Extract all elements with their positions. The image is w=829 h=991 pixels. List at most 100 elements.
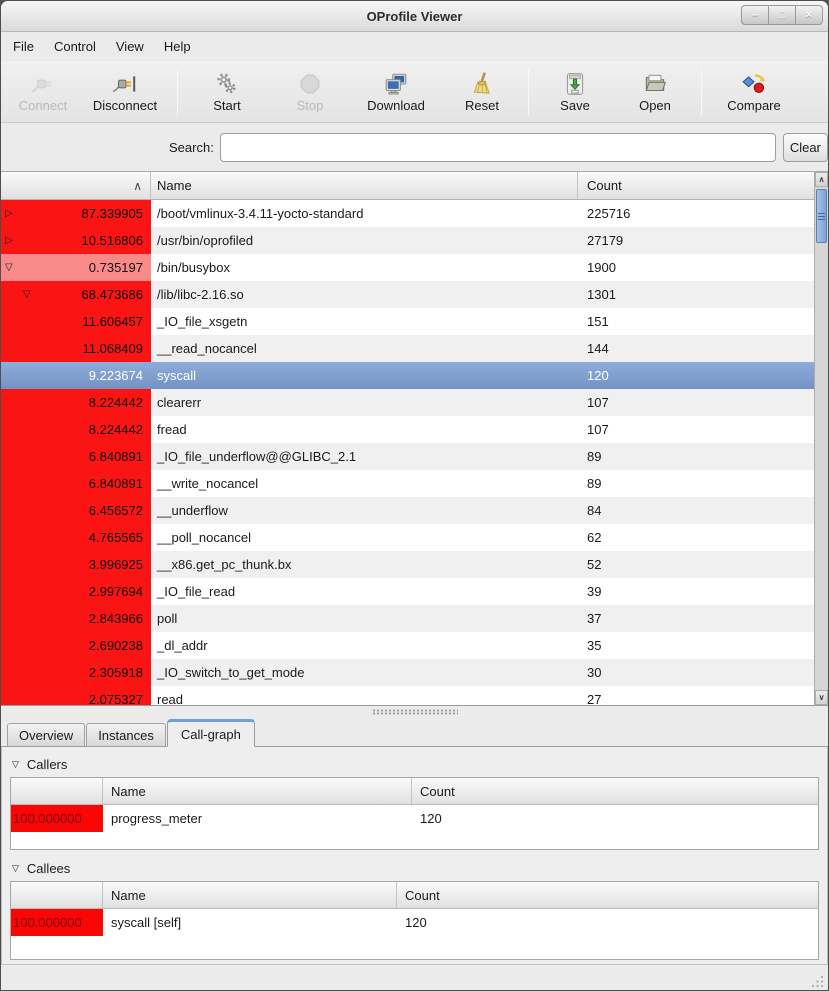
tab-instances[interactable]: Instances	[86, 723, 166, 746]
pane-splitter[interactable]	[1, 706, 828, 718]
table-row[interactable]: 2.690238 _dl_addr 35	[1, 632, 814, 659]
percent-cell: ▷ 10.516806	[1, 227, 151, 254]
minimize-button[interactable]: –	[741, 5, 769, 25]
name-cell: clearerr	[151, 389, 578, 416]
percent-cell: 4.765565	[1, 524, 151, 551]
count-cell: 62	[578, 524, 814, 551]
table-row[interactable]: 2.075327 read 27	[1, 686, 814, 705]
callers-expander[interactable]: ▽ Callers	[2, 754, 827, 775]
scrollbar-thumb[interactable]	[816, 189, 827, 243]
callees-row[interactable]: 100.000000 syscall [self] 120	[11, 909, 818, 936]
menu-control[interactable]: Control	[53, 39, 96, 54]
percent-value: 2.690238	[88, 638, 143, 653]
reset-broom-icon	[469, 71, 495, 97]
count-cell: 89	[578, 443, 814, 470]
count-cell: 27179	[578, 227, 814, 254]
scroll-up-icon[interactable]: ∧	[815, 172, 828, 187]
column-header-name[interactable]: Name	[151, 172, 578, 199]
window-controls: – □ ×	[741, 5, 823, 25]
column-header-count[interactable]: Count	[587, 178, 622, 193]
expander-collapsed-icon[interactable]: ▷	[5, 207, 13, 219]
menu-file[interactable]: File	[13, 39, 34, 54]
name-cell: read	[151, 686, 578, 705]
toolbar-disconnect-button[interactable]: Disconnect	[79, 63, 171, 121]
percent-cell: 2.843966	[1, 605, 151, 632]
table-row[interactable]: ▽ 68.473686/lib/libc-2.16.so 1301	[1, 281, 814, 308]
tab-call-graph[interactable]: Call-graph	[166, 719, 255, 747]
table-row[interactable]: 2.997694 _IO_file_read 39	[1, 578, 814, 605]
toolbar-button-label: Open	[639, 97, 671, 113]
percent-cell: 6.456572	[1, 497, 151, 524]
menu-help[interactable]: Help	[163, 39, 191, 54]
count-cell: 120	[578, 362, 814, 389]
table-row[interactable]: ▽ 0.735197/bin/busybox 1900	[1, 254, 814, 281]
callers-row[interactable]: 100.000000 progress_meter 120	[11, 805, 818, 832]
tab-overview[interactable]: Overview	[7, 723, 86, 746]
table-row[interactable]: 6.456572 __underflow 84	[1, 497, 814, 524]
toolbar-download-button[interactable]: Download	[350, 63, 442, 121]
table-row[interactable]: 11.068409 __read_nocancel 144	[1, 335, 814, 362]
scroll-down-icon[interactable]: ∨	[815, 690, 828, 705]
percent-cell: 2.075327	[1, 686, 151, 705]
toolbar-open-button[interactable]: Open	[615, 63, 695, 121]
table-row[interactable]: 8.224442 clearerr 107	[1, 389, 814, 416]
table-row[interactable]: 11.606457 _IO_file_xsgetn 151	[1, 308, 814, 335]
table-row[interactable]: 2.843966 poll 37	[1, 605, 814, 632]
name-cell: syscall [self]	[111, 915, 182, 930]
percent-value: 6.456572	[88, 503, 143, 518]
table-row[interactable]: 2.305918 _IO_switch_to_get_mode 30	[1, 659, 814, 686]
callees-title: Callees	[26, 861, 71, 876]
percent-cell: 100.000000	[11, 805, 103, 832]
percent-value: 11.606457	[82, 314, 144, 329]
count-cell: 30	[578, 659, 814, 686]
callers-column-percent[interactable]	[11, 778, 103, 804]
toolbar-compare-button[interactable]: Compare	[708, 63, 800, 121]
toolbar-reset-button[interactable]: Reset	[442, 63, 522, 121]
name-cell: progress_meter	[111, 811, 203, 826]
count-cell: 120	[420, 811, 442, 826]
callees-column-count[interactable]: Count	[405, 887, 440, 903]
table-row[interactable]: 3.996925 __x86.get_pc_thunk.bx 52	[1, 551, 814, 578]
callees-expander[interactable]: ▽ Callees	[2, 858, 827, 879]
table-row[interactable]: 9.223674 syscall 120	[1, 362, 814, 389]
search-label: Search:	[169, 139, 214, 155]
name-cell: _IO_file_underflow@@GLIBC_2.1	[151, 443, 578, 470]
table-row[interactable]: 6.840891 __write_nocancel 89	[1, 470, 814, 497]
table-row[interactable]: 8.224442 fread 107	[1, 416, 814, 443]
percent-value: 8.224442	[88, 422, 143, 437]
table-row[interactable]: 6.840891 _IO_file_underflow@@GLIBC_2.1 89	[1, 443, 814, 470]
name-cell: __read_nocancel	[151, 335, 578, 362]
percent-value: 6.840891	[88, 476, 143, 491]
resize-grip-icon[interactable]	[810, 974, 824, 988]
window-title: OProfile Viewer	[366, 9, 463, 24]
percent-value: 9.223674	[88, 368, 143, 383]
callees-header: Name Count	[11, 882, 818, 909]
callers-column-name[interactable]: Name	[103, 778, 412, 804]
expander-expanded-icon[interactable]: ▽	[23, 288, 31, 300]
search-input[interactable]	[219, 132, 776, 162]
toolbar-save-button[interactable]: Save	[535, 63, 615, 121]
column-header-percent[interactable]: ∧	[1, 172, 151, 199]
menu-view[interactable]: View	[115, 39, 144, 54]
table-header: ∧ Name Count	[1, 172, 814, 200]
name-cell: _IO_file_read	[151, 578, 578, 605]
callees-column-percent[interactable]	[11, 882, 103, 908]
callees-column-name[interactable]: Name	[103, 882, 397, 908]
clear-button[interactable]: Clear	[782, 132, 828, 162]
table-row[interactable]: ▷ 10.516806/usr/bin/oprofiled 27179	[1, 227, 814, 254]
expander-collapsed-icon[interactable]: ▷	[5, 234, 13, 246]
maximize-button[interactable]: □	[768, 5, 796, 25]
vertical-scrollbar[interactable]: ∧ ∨	[814, 172, 828, 705]
table-row[interactable]: ▷ 87.339905/boot/vmlinux-3.4.11-yocto-sta…	[1, 200, 814, 227]
callers-column-count[interactable]: Count	[420, 783, 455, 799]
toolbar-start-button[interactable]: Start	[184, 63, 270, 121]
expander-expanded-icon[interactable]: ▽	[5, 261, 13, 273]
callers-title: Callers	[26, 757, 68, 772]
percent-cell: ▽ 68.473686	[1, 281, 151, 308]
count-cell: 1900	[578, 254, 814, 281]
titlebar[interactable]: OProfile Viewer – □ ×	[1, 1, 828, 32]
count-cell: 107	[578, 416, 814, 443]
close-button[interactable]: ×	[795, 5, 823, 25]
table-row[interactable]: 4.765565 __poll_nocancel 62	[1, 524, 814, 551]
